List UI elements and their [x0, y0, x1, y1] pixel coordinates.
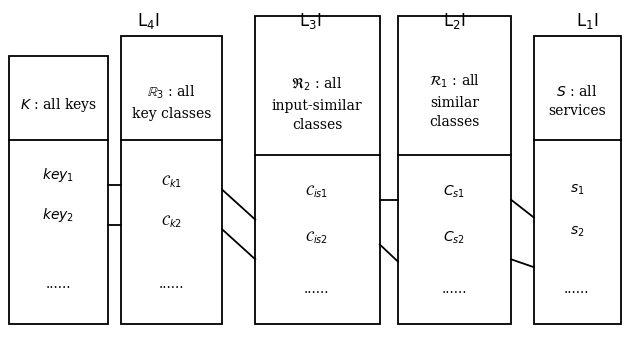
Text: $s_2$: $s_2$ [570, 224, 584, 239]
Text: $\mathcal{R}_1$ : all
similar
classes: $\mathcal{R}_1$ : all similar classes [429, 73, 480, 129]
Bar [121, 36, 222, 324]
Text: $K$ : all keys: $K$ : all keys [20, 95, 96, 113]
Text: $\mathrm{L}_4\mathrm{I}$: $\mathrm{L}_4\mathrm{I}$ [137, 11, 160, 31]
Text: $\mathcal{C}_{is1}$: $\mathcal{C}_{is1}$ [306, 184, 328, 200]
Bar [534, 36, 621, 324]
Text: $S$ : all
services: $S$ : all services [548, 84, 605, 118]
Text: $\mathrm{L}_2\mathrm{I}$: $\mathrm{L}_2\mathrm{I}$ [443, 11, 466, 31]
Text: $s_1$: $s_1$ [570, 183, 584, 197]
Text: $\mathfrak{R}_2$ : all
input-similar
classes: $\mathfrak{R}_2$ : all input-similar cla… [272, 76, 362, 132]
Text: ......: ...... [159, 277, 185, 291]
Text: $\mathit{key}_1$: $\mathit{key}_1$ [42, 166, 74, 184]
Text: ......: ...... [564, 282, 590, 296]
Text: $\mathcal{C}_{is2}$: $\mathcal{C}_{is2}$ [306, 229, 328, 246]
Text: $\mathbb{R}_3$ : all
key classes: $\mathbb{R}_3$ : all key classes [132, 84, 211, 121]
Text: $\mathcal{C}_{k1}$: $\mathcal{C}_{k1}$ [161, 174, 182, 190]
Text: $\mathcal{C}_{k2}$: $\mathcal{C}_{k2}$ [161, 213, 182, 230]
Text: ......: ...... [442, 282, 467, 296]
Bar [255, 16, 380, 324]
Text: $C_{s1}$: $C_{s1}$ [444, 184, 466, 200]
Text: ......: ...... [45, 277, 71, 291]
Text: $\mathrm{L}_3\mathrm{I}$: $\mathrm{L}_3\mathrm{I}$ [299, 11, 321, 31]
Bar [398, 16, 511, 324]
Text: $\mathit{key}_2$: $\mathit{key}_2$ [42, 206, 74, 224]
Bar [9, 56, 108, 324]
Text: $\mathrm{L}_1\mathrm{I}$: $\mathrm{L}_1\mathrm{I}$ [576, 11, 598, 31]
Text: $C_{s2}$: $C_{s2}$ [444, 229, 466, 246]
Text: ......: ...... [304, 282, 329, 296]
